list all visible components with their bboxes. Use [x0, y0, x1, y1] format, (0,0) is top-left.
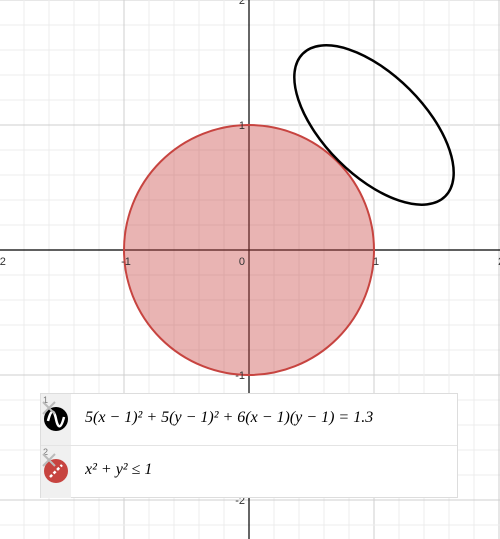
gutter: 1 — [41, 394, 71, 445]
delete-button[interactable] — [41, 400, 57, 416]
y-tick-label: 1 — [239, 120, 245, 132]
disk-region — [123, 124, 375, 376]
expression-text[interactable]: 5(x − 1)² + 5(y − 1)² + 6(x − 1)(y − 1) … — [85, 409, 374, 426]
expression-row[interactable]: 2 x² + y² ≤ 1 — [41, 446, 457, 498]
curve-icon[interactable] — [44, 407, 68, 431]
y-tick-label: -2 — [235, 495, 245, 507]
ellipse-curve — [293, 44, 455, 206]
expression-list: 1 5(x − 1)² + 5(y − 1)² + 6(x − 1)(y − 1… — [40, 393, 458, 498]
x-tick-label: 1 — [373, 256, 379, 268]
expression-index: 1 — [43, 395, 49, 405]
x-tick-label: -2 — [0, 256, 6, 268]
expression-text[interactable]: x² + y² ≤ 1 — [85, 461, 153, 478]
origin-label: 0 — [239, 256, 245, 268]
y-tick-label: 2 — [239, 0, 245, 7]
x-tick-label: -1 — [121, 256, 131, 268]
region-icon[interactable] — [44, 459, 68, 483]
x-tick-label: 2 — [498, 256, 500, 268]
gutter: 2 — [41, 446, 71, 498]
y-tick-label: -1 — [235, 370, 245, 382]
expression-index: 2 — [43, 447, 49, 457]
delete-button[interactable] — [41, 452, 57, 468]
expression-row[interactable]: 1 5(x − 1)² + 5(y − 1)² + 6(x − 1)(y − 1… — [41, 394, 457, 446]
